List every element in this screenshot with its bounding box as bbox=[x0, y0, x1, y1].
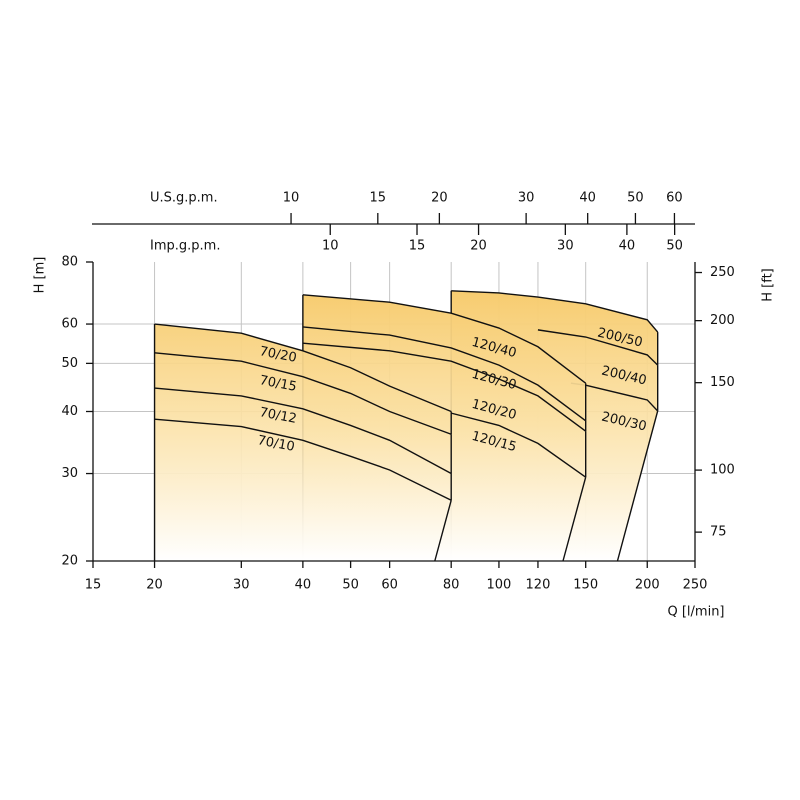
curve-label: 70/12 bbox=[258, 405, 298, 427]
pump-curve bbox=[154, 418, 452, 501]
x-tick-label: 40 bbox=[295, 578, 312, 593]
top-axis-label: U.S.g.p.m. bbox=[150, 191, 218, 206]
pump-family: 70/20 70/15 70/12 70/10 bbox=[153, 323, 452, 562]
x-tick-label: 15 bbox=[85, 578, 102, 593]
pump-curve bbox=[451, 412, 587, 478]
top-tick-label: 40 bbox=[579, 191, 596, 206]
curve-label: 70/10 bbox=[256, 433, 296, 455]
x-tick-label: 100 bbox=[487, 578, 512, 593]
x-tick-label: 120 bbox=[526, 578, 551, 593]
top-tick-label: 30 bbox=[557, 239, 574, 254]
y-tick-label: 40 bbox=[61, 404, 78, 419]
family-area bbox=[154, 324, 452, 561]
y-tick-label: 30 bbox=[61, 466, 78, 481]
y-tick-label: 60 bbox=[61, 317, 78, 332]
y-axis-label: H [m] bbox=[33, 257, 48, 294]
y-tick-label: 20 bbox=[61, 554, 78, 569]
pump-curve bbox=[154, 323, 452, 413]
x-tick-label: 150 bbox=[573, 578, 598, 593]
x-axis-label: Q [l/min] bbox=[667, 605, 724, 620]
pump-curve bbox=[154, 387, 452, 475]
family-right-edge bbox=[616, 410, 659, 562]
pump-curve bbox=[451, 290, 659, 333]
y2-tick-label: 100 bbox=[710, 463, 735, 478]
y-tick-label: 80 bbox=[61, 255, 78, 270]
y2-tick-label: 150 bbox=[710, 375, 735, 390]
top-tick-label: 50 bbox=[666, 239, 683, 254]
top-tick-label: 10 bbox=[283, 191, 300, 206]
curve-label: 70/15 bbox=[258, 373, 298, 395]
y2-tick-label: 75 bbox=[710, 525, 727, 540]
y2-tick-label: 200 bbox=[710, 313, 735, 328]
family-right-edge bbox=[434, 500, 452, 562]
y2-axis-label: H [ft] bbox=[761, 268, 776, 302]
pump-curve bbox=[537, 329, 659, 366]
x-tick-label: 200 bbox=[635, 578, 660, 593]
top-tick-label: 10 bbox=[322, 239, 339, 254]
top-tick-label: 15 bbox=[409, 239, 426, 254]
y2-tick-label: 250 bbox=[710, 265, 735, 280]
top-tick-label: 50 bbox=[627, 191, 644, 206]
pump-curve bbox=[302, 294, 587, 384]
top-tick-label: 20 bbox=[470, 239, 487, 254]
top-tick-label: 30 bbox=[518, 191, 535, 206]
x-tick-label: 60 bbox=[381, 578, 398, 593]
x-tick-label: 80 bbox=[443, 578, 460, 593]
x-tick-label: 30 bbox=[233, 578, 250, 593]
top-tick-label: 60 bbox=[666, 191, 683, 206]
x-tick-label: 250 bbox=[683, 578, 708, 593]
pump-curve bbox=[302, 326, 587, 422]
pump-curve bbox=[302, 342, 587, 432]
top-tick-label: 15 bbox=[370, 191, 387, 206]
top-tick-label: 20 bbox=[431, 191, 448, 206]
x-tick-label: 20 bbox=[146, 578, 163, 593]
curve-label: 70/20 bbox=[258, 344, 298, 366]
pump-curve bbox=[154, 352, 452, 435]
top-axis-label: Imp.g.p.m. bbox=[150, 239, 220, 254]
family-right-edge bbox=[562, 476, 587, 562]
x-tick-label: 50 bbox=[342, 578, 359, 593]
top-tick-label: 40 bbox=[619, 239, 636, 254]
y-tick-label: 50 bbox=[61, 356, 78, 371]
